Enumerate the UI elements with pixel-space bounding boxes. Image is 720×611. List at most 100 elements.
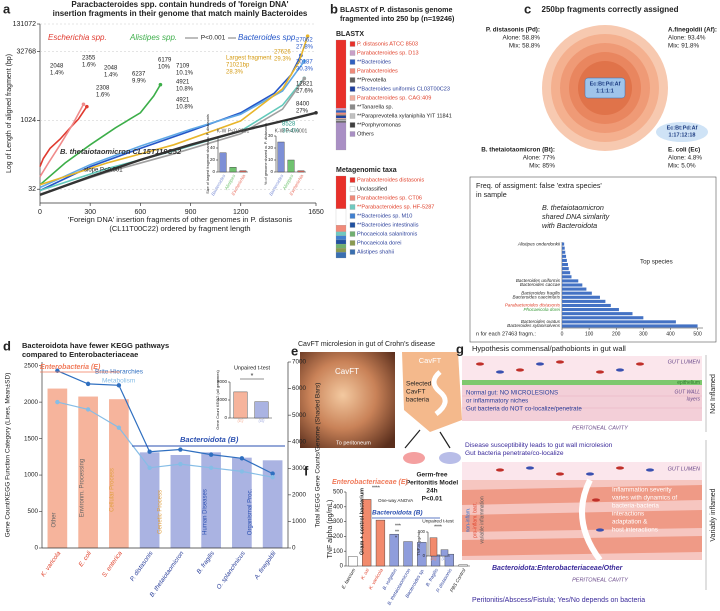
bar <box>139 452 160 548</box>
species-alone: Alone: 58.8% <box>503 35 541 42</box>
species-alone: Alone: 77% <box>523 155 556 162</box>
y2-tick-label: 5000 <box>292 412 307 419</box>
y2-axis-label: Total KEGG Gene Counts/Genome (Shaded Ba… <box>315 383 322 528</box>
y-tick-label: Parabacteroides distasonis <box>505 303 561 308</box>
panel-letter: c <box>524 1 531 16</box>
end-point <box>302 59 307 63</box>
annotation: Largest fragment <box>226 56 272 62</box>
line <box>57 401 273 478</box>
bar <box>47 388 68 548</box>
x-tick-label: 1650 <box>308 209 324 216</box>
x-tick-label: P. distasonis <box>129 549 155 582</box>
x-tick-label: B. fragilis <box>425 567 440 588</box>
bar-segment <box>335 225 347 232</box>
annotation: 6237 <box>132 72 146 78</box>
x-tick-label: (B) <box>442 556 449 561</box>
photo-caption: To peritoneum <box>336 440 371 446</box>
end-point <box>85 104 89 109</box>
panel-title: 250bp fragments correctly assigned <box>542 5 679 14</box>
disease-text: Disease susceptibility leads to gut wall… <box>465 442 613 449</box>
point <box>270 471 275 476</box>
legend-swatch <box>349 204 356 210</box>
bar <box>562 267 569 271</box>
bar <box>562 320 676 324</box>
bar <box>562 275 572 279</box>
bar <box>562 316 644 320</box>
bar-note: Gram + control bacterium <box>359 488 365 555</box>
bar <box>170 455 191 548</box>
annotation: 30.3% <box>296 67 314 73</box>
y2-tick-label: 2000 <box>292 492 307 499</box>
legend-entry: **Bacteroides sp. M10 <box>357 213 412 219</box>
point <box>116 425 122 430</box>
y-tick-label: 10 <box>268 157 274 162</box>
annotation: 6179 <box>158 58 172 64</box>
model-text: P<0.01 <box>422 496 443 503</box>
y-tick-label: 400 <box>333 504 344 510</box>
x-tick-label: K. oxi <box>360 567 372 581</box>
region-label: PERITONEAL CAVITY <box>572 577 628 583</box>
bar <box>233 391 248 419</box>
bar <box>277 141 285 173</box>
annotation: 7109 <box>176 64 190 70</box>
model-text: 24h <box>426 488 437 495</box>
bar-segment <box>335 114 347 117</box>
bar <box>562 295 600 299</box>
normal-text: or inflammatory niches <box>466 398 528 405</box>
bar <box>348 556 358 567</box>
legend-entry: **Paraprevotella xylaniphila YIT 11841 <box>357 113 452 119</box>
legend-entry: Parabacteroides <box>357 68 398 74</box>
legend-entry: Parabacteroides distasonis <box>357 177 424 183</box>
inflammation-text: adaptation & <box>612 519 648 526</box>
point <box>208 452 214 457</box>
bar <box>362 499 372 567</box>
legend-note: P<0.001 <box>201 35 226 42</box>
end-point <box>158 82 163 87</box>
annotation: 2355 <box>82 56 96 62</box>
y-tick-label: 40 <box>210 145 216 150</box>
y2-tick-label: 7000 <box>292 359 307 366</box>
legend-swatch <box>349 231 356 237</box>
annotation: 1.4% <box>104 73 118 79</box>
bar <box>562 303 611 308</box>
y2-tick-label: 6000 <box>292 385 307 392</box>
legend-entry: **Bacteroides <box>357 59 391 65</box>
mouse <box>439 452 461 464</box>
bar-segment <box>335 235 347 241</box>
y-tick-label: 500 <box>333 490 344 496</box>
panel-title: BLASTX of P. distasonis genome <box>340 5 453 14</box>
legend-swatch <box>349 240 356 246</box>
annotation: 2308 <box>96 86 110 92</box>
x-tick-label: 1200 <box>233 209 249 216</box>
x-tick-label: E. coli <box>78 550 94 569</box>
legend-entry: Bacteroides spp. <box>238 33 298 42</box>
y-tick-label: 0 <box>423 553 426 558</box>
bar <box>444 553 454 567</box>
species-name: A.finegoldii (Af): <box>668 27 717 34</box>
bar <box>562 254 567 258</box>
inflammation-text: bacteria-bacteria <box>612 503 659 510</box>
x-tick-label: B. thetaiotaomicron <box>149 550 186 599</box>
bar <box>229 166 237 173</box>
bar-segment <box>335 108 347 111</box>
chart-title: Metagenomic taxa <box>336 167 397 174</box>
point <box>208 465 214 470</box>
point <box>85 407 91 412</box>
legend-swatch <box>349 122 356 128</box>
cavft-lesion <box>431 370 448 416</box>
region-label: GUT LUMEN <box>668 466 700 472</box>
inflammation-text: varies with dynamics of <box>612 495 677 502</box>
legend-swatch <box>349 95 356 101</box>
y2-tick-label: 0 <box>292 545 296 552</box>
x-axis-label: (CL11T00C22) ordered by fragment length <box>109 224 250 233</box>
x-tick-label: Bacteroides <box>210 173 227 197</box>
legend-swatch <box>349 131 356 137</box>
x-tick-label: B. fragilis <box>196 549 217 575</box>
point <box>178 461 183 467</box>
significance: * <box>395 535 397 541</box>
y-axis-label: Gene Count KEGG (all genomes) <box>215 370 220 430</box>
legend-entry: Phocaeicola dorei <box>357 240 401 246</box>
legend-entry: Metabolism <box>102 378 135 385</box>
legend-entry: **Bacteroides intestinalis <box>357 222 419 228</box>
